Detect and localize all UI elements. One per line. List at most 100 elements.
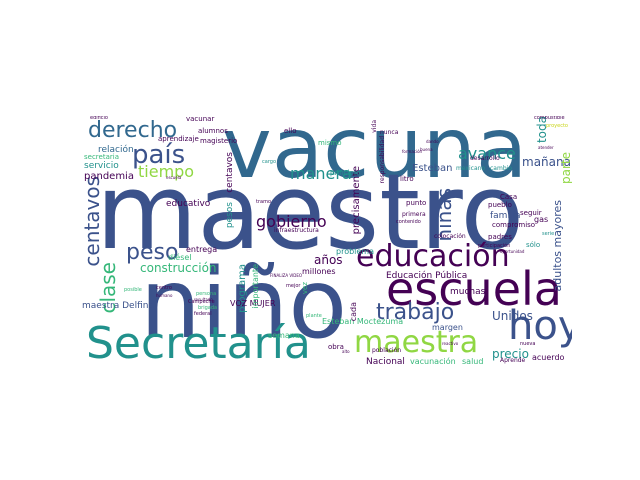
word-secretaria: Secretaría <box>86 318 311 366</box>
word-brigada: brigada <box>198 305 218 311</box>
word-educacion: educación <box>356 239 510 274</box>
word-resultado: resultado <box>194 297 213 302</box>
word-problema: problema <box>336 247 375 256</box>
word-cloud: vacuna maestro niño Secretaría escuela e… <box>80 116 572 366</box>
word-salud: salud <box>462 357 484 366</box>
word-tiempo: tiempo <box>138 162 195 181</box>
word-unidos: Unidos <box>492 309 533 323</box>
word-centro: centro <box>156 285 172 291</box>
word-maestra: maestra <box>354 325 479 360</box>
word-padres: padres <box>488 233 512 241</box>
word-desarrollo: desarrollo <box>470 155 500 162</box>
word-dando: dando <box>426 139 439 144</box>
word-atender: atender <box>538 145 554 150</box>
word-nacional: Nacional <box>366 357 405 367</box>
word-servicio: servicio <box>84 161 119 171</box>
word-casa: Casa <box>500 193 518 201</box>
word-relacion: relación <box>98 145 134 155</box>
word-colocacion: colocación <box>434 233 466 240</box>
word-cargo: cargo <box>262 159 277 165</box>
word-secretaria-small: secretaria <box>84 153 119 161</box>
word-responsabilidad: responsabilidad <box>379 136 386 184</box>
word-punto: punto <box>406 199 427 207</box>
word-mexicano: mexicano <box>456 165 486 172</box>
word-avance: avance <box>458 144 516 163</box>
word-construccion: construcción <box>140 261 217 275</box>
word-cambio: cambio <box>490 165 512 172</box>
word-gobierno: gobierno <box>256 212 327 231</box>
word-millones: millones <box>302 267 336 276</box>
word-posible: posible <box>124 287 142 293</box>
word-pesos: pesos <box>225 202 235 229</box>
word-peso: peso <box>126 240 179 265</box>
word-cada: cada <box>349 302 358 322</box>
word-adultos-mayores: adultos mayores <box>551 200 564 292</box>
word-semana: semana <box>268 331 300 340</box>
word-nino: niño <box>140 248 348 360</box>
word-compromiso: compromiso <box>492 221 536 229</box>
word-tramo: tramo <box>256 199 272 205</box>
word-nueva: nueva <box>520 341 536 347</box>
word-alto: alto <box>342 349 350 354</box>
word-serie: serie <box>542 231 555 237</box>
word-vacunar: vacunar <box>186 116 215 123</box>
word-poblacion: población <box>372 347 402 354</box>
word-muchas: muchas <box>450 287 486 297</box>
word-maestra-delfina: maestra Delfina <box>82 301 154 311</box>
word-pais: país <box>132 140 186 170</box>
word-magisterio: magisterio <box>200 137 238 145</box>
word-solo: sólo <box>526 241 541 249</box>
word-principio: principio <box>330 169 361 177</box>
word-nunca: nunca <box>380 129 399 136</box>
word-reactivo: reactivo <box>442 341 459 346</box>
word-mismo: mismo <box>318 139 342 147</box>
word-aprendizaje: aprendizaje <box>158 135 199 143</box>
word-trabajo: trabajo <box>376 300 455 325</box>
word-centavos-2: centavos <box>225 152 235 193</box>
word-campeche: Campeche <box>188 299 215 305</box>
word-escuela-small: escuela <box>166 175 182 180</box>
word-pandemia: pandemia <box>84 171 134 182</box>
word-importante: importante <box>251 264 260 309</box>
word-anos: años <box>314 253 343 267</box>
word-manera: manera <box>290 164 352 183</box>
word-educativo: educativo <box>166 199 211 209</box>
word-ello: ello <box>284 127 297 135</box>
word-familia: familia <box>490 211 521 221</box>
word-aprende: Aprende <box>500 357 526 364</box>
word-contenido: contenido <box>396 219 421 225</box>
word-esteban: Esteban <box>412 163 453 174</box>
word-oportunidad: oportunidad <box>500 249 525 254</box>
word-vez: vez <box>301 282 309 295</box>
word-manana: mañana <box>522 155 571 169</box>
word-maestro: maestro <box>96 151 525 273</box>
word-acuerdo: acuerdo <box>532 353 565 362</box>
word-obra: obra <box>328 343 344 351</box>
word-combustible: combustible <box>534 116 565 121</box>
word-primera: primera <box>402 211 426 218</box>
word-esteban-moctezuma: Esteban Moctezuma <box>322 317 404 326</box>
word-plante: plante <box>306 313 322 319</box>
word-gas: gas <box>534 215 549 224</box>
word-federal: federal <box>194 311 212 317</box>
word-edificio: edificio <box>90 116 108 121</box>
word-escuela: escuela <box>386 262 562 316</box>
word-vacunacion: vacunación <box>410 357 456 366</box>
word-participacion: participación <box>478 243 511 249</box>
word-centavos: centavos <box>80 176 104 267</box>
word-vacuna: vacuna <box>222 116 528 197</box>
word-entrega: entrega <box>186 245 218 254</box>
word-hoy: hoy <box>508 303 572 349</box>
word-formacion: formación <box>402 149 423 154</box>
word-alumnos: alumnos <box>198 127 228 135</box>
word-vida: vida <box>371 120 378 133</box>
word-margen: margen <box>432 323 463 332</box>
word-litro: litro <box>400 175 414 183</box>
word-precio: precio <box>492 347 529 361</box>
word-persona: persona <box>196 291 217 297</box>
word-proyecto: proyecto <box>546 123 568 129</box>
word-parte: parte <box>559 152 572 184</box>
word-voz-mujer: VOZ MUJER <box>230 299 276 308</box>
word-pueblo: pueblo <box>488 201 512 209</box>
word-finaliza-video: FINALIZA VIDEO <box>270 273 303 278</box>
